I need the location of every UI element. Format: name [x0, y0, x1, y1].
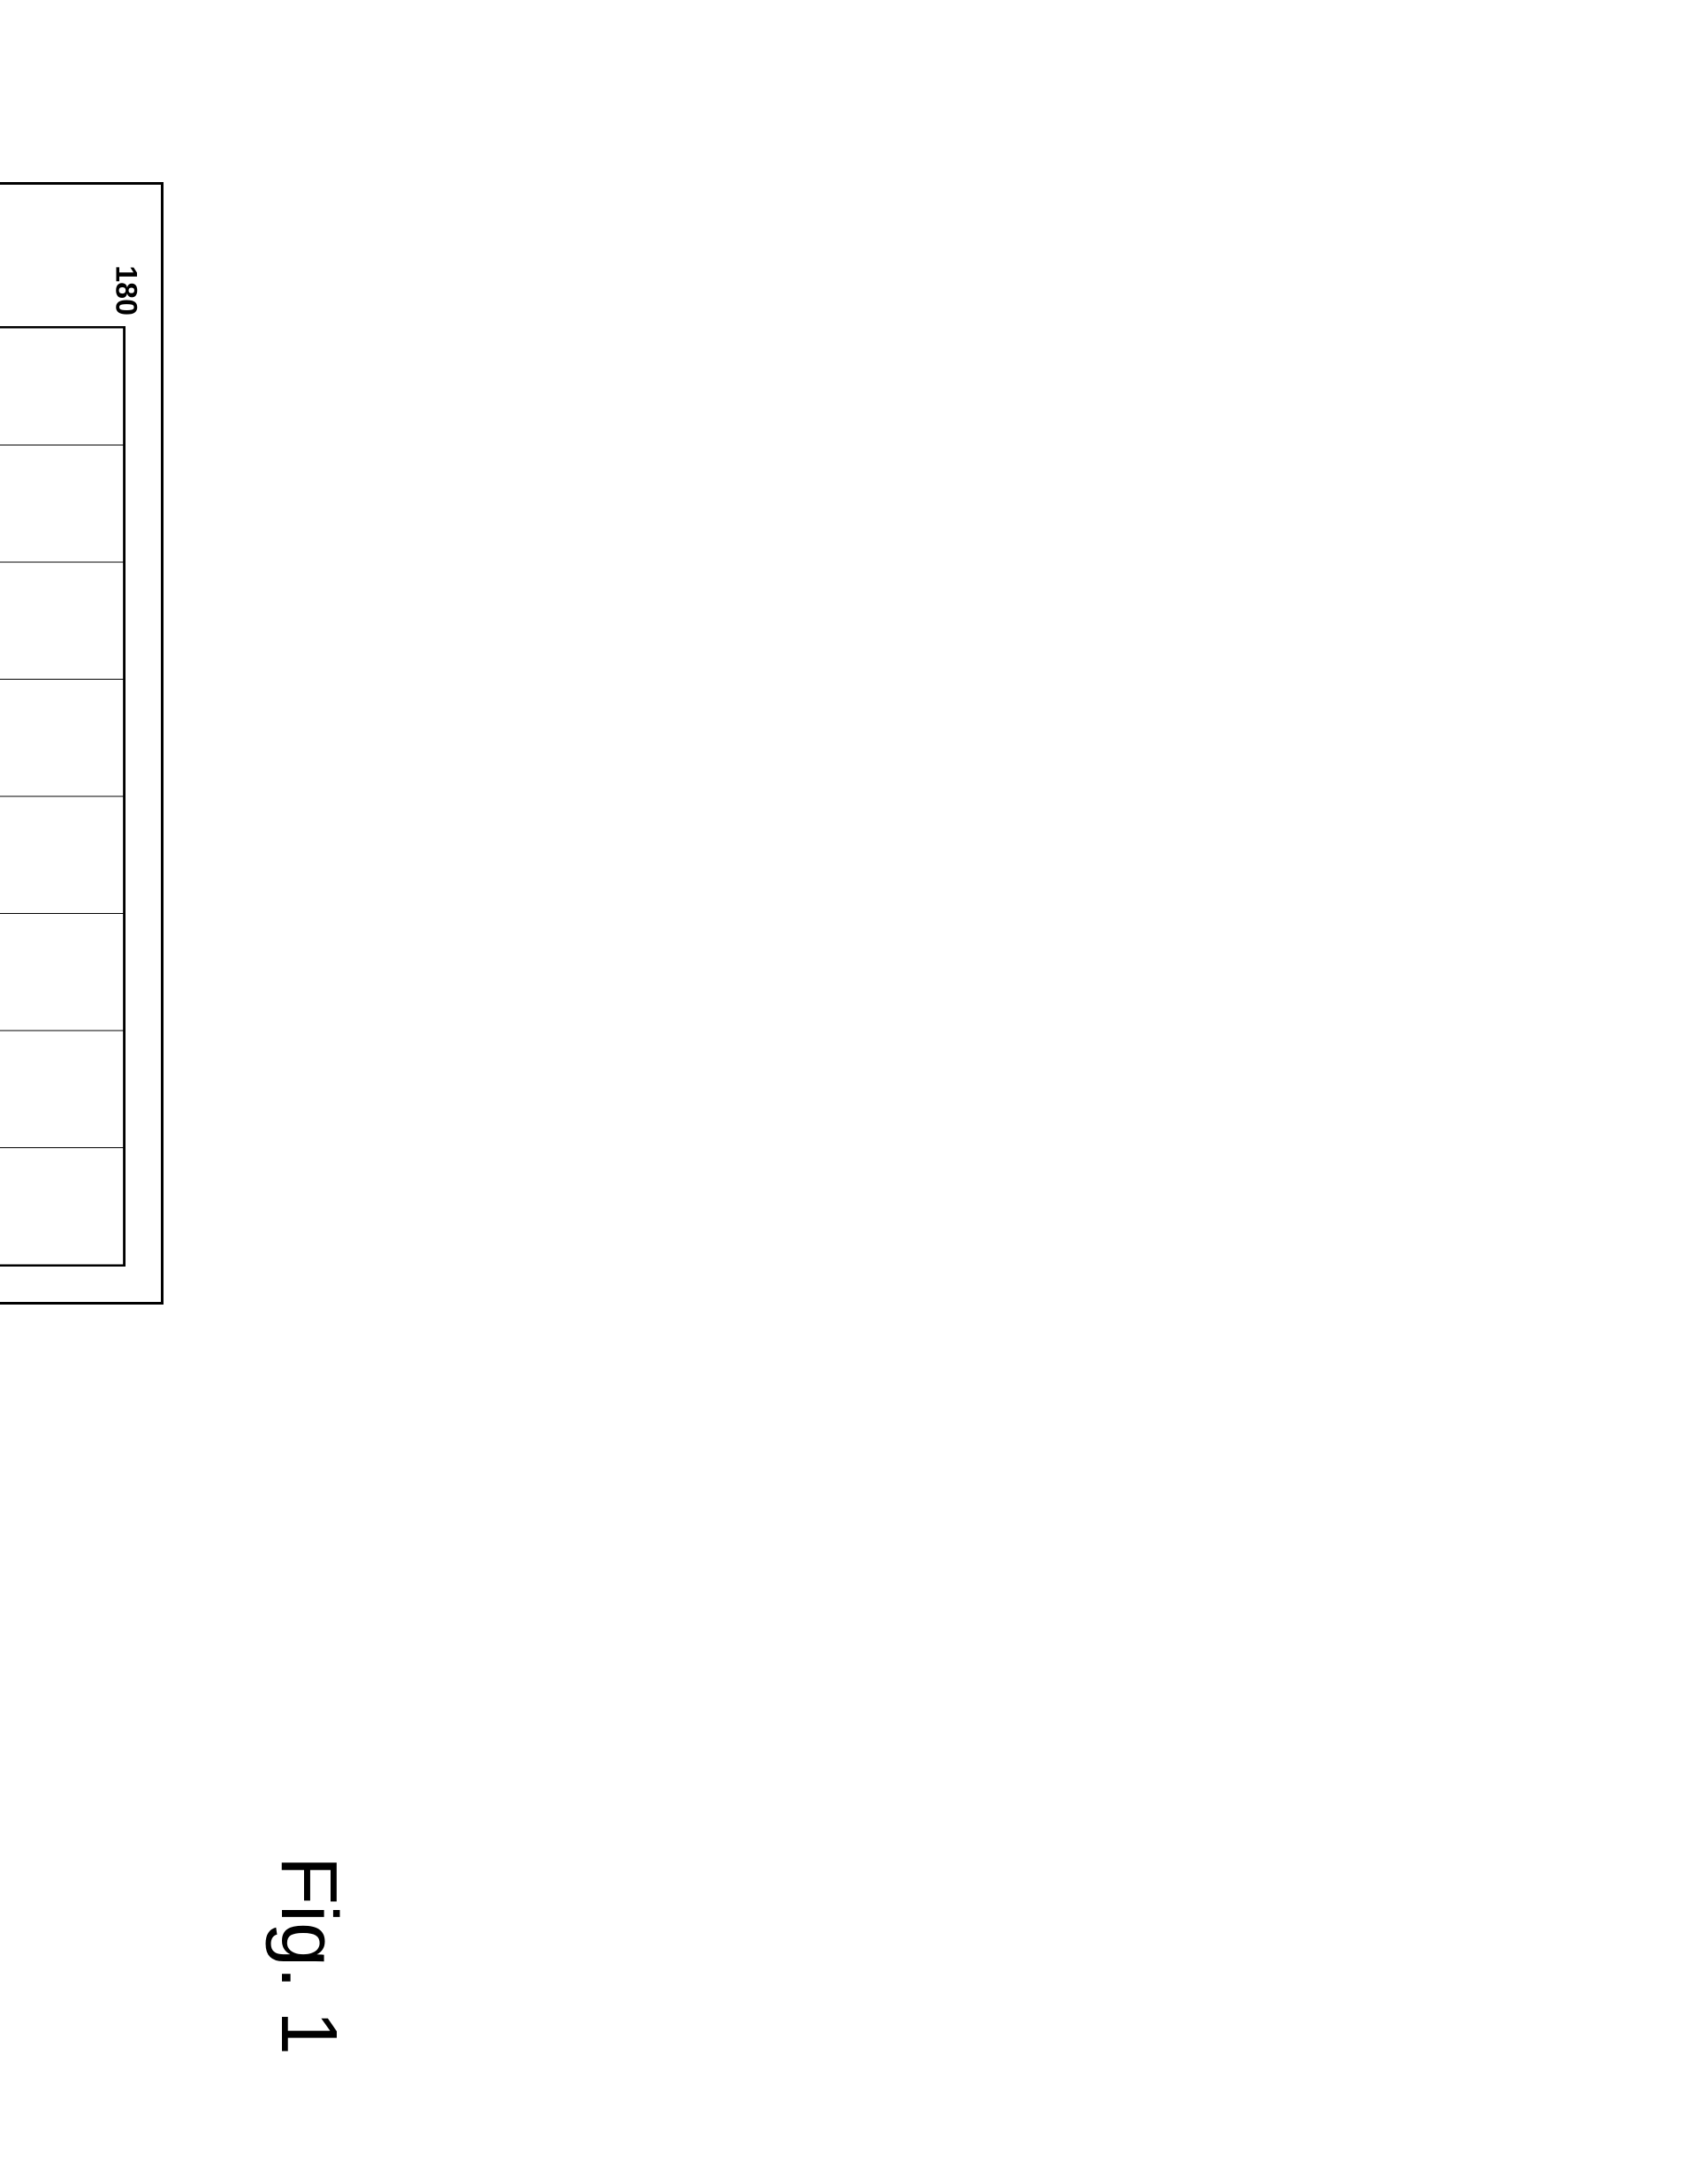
grid: [0, 328, 124, 1265]
plot-area: [0, 326, 126, 1267]
y-tick-label: 180: [109, 265, 143, 316]
figure-caption: Fig. 1: [263, 1856, 354, 2055]
plot-svg: [0, 328, 124, 1265]
chart-frame: E_bd [kV/cm] pressure [bar] 020406080100…: [0, 182, 164, 1305]
chart-plot-region: E_bd [kV/cm] pressure [bar] 020406080100…: [0, 326, 126, 1267]
